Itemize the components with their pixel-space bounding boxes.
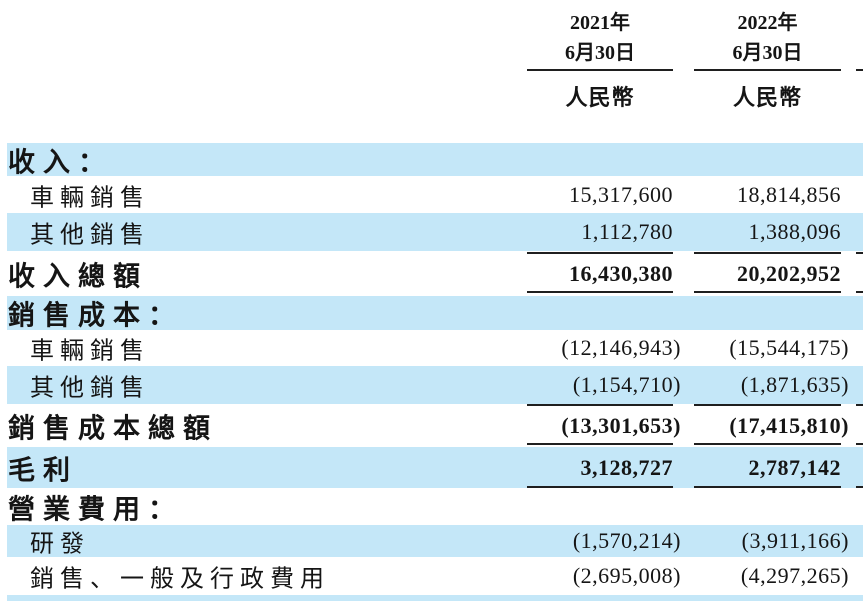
- row-label: 銷售成本總額: [8, 413, 218, 443]
- row-vehicle-sales: 車輛銷售 15,317,600 18,814,856: [0, 176, 863, 213]
- total-rule-bottom: [694, 443, 841, 445]
- row-label: 銷售成本：: [8, 300, 183, 331]
- row-total-cost-of-sales: 銷售成本總額 (13,301,653) (17,415,810): [0, 404, 863, 447]
- cropped-column-rule-fragment: [856, 69, 863, 71]
- total-rule-bottom: [694, 291, 841, 293]
- table-header: 2021年 6月30日 人民幣 2022年 6月30日 人民幣: [0, 0, 863, 143]
- value-cell: 1,388,096: [748, 219, 841, 244]
- row-other-sales: 其他銷售 1,112,780 1,388,096: [0, 213, 863, 251]
- row-rd-expenses: 研發 (1,570,214) (3,911,166): [0, 525, 863, 558]
- cropped-column-rule-fragment: [856, 486, 863, 488]
- value-cell: (12,146,943): [561, 335, 681, 360]
- date-label: 6月30日: [732, 42, 803, 64]
- currency-label: 人民幣: [565, 85, 635, 110]
- cropped-column-rule-fragment: [856, 252, 863, 254]
- row-highlight: [7, 595, 863, 601]
- date-label: 6月30日: [565, 42, 635, 64]
- value-cell: (3,911,166): [741, 528, 849, 553]
- row-label: 車輛銷售: [30, 338, 150, 365]
- row-label: 其他銷售: [30, 375, 150, 402]
- row-label: 收入：: [8, 147, 113, 177]
- column-header-2021: 2021年 6月30日 人民幣: [527, 0, 673, 143]
- row-highlight: [7, 296, 863, 330]
- column-header-2022: 2022年 6月30日 人民幣: [694, 0, 841, 143]
- row-label: 研發: [30, 531, 90, 558]
- cropped-column-rule-fragment: [856, 291, 863, 293]
- cropped-column-rule-fragment: [856, 404, 863, 406]
- total-rule-top: [527, 404, 673, 406]
- row-label: 收入總額: [8, 261, 148, 291]
- value-cell: 16,430,380: [569, 260, 673, 286]
- row-operating-expenses-section: 營業費用：: [0, 488, 863, 525]
- row-sga-expenses: 銷售、一般及行政費用 (2,695,008) (4,297,265): [0, 557, 863, 595]
- row-cost-vehicle-sales: 車輛銷售 (12,146,943) (15,544,175): [0, 330, 863, 366]
- cropped-column-rule-fragment: [856, 443, 863, 445]
- total-rule-top: [694, 404, 841, 406]
- row-total-revenue: 收入總額 16,430,380 20,202,952: [0, 251, 863, 296]
- value-cell: (1,871,635): [740, 372, 849, 397]
- total-rule-bottom: [527, 443, 673, 445]
- year-label: 2022年: [737, 12, 798, 34]
- row-label: 車輛銷售: [30, 185, 150, 211]
- row-highlight: [7, 525, 863, 557]
- total-rule-top: [694, 252, 841, 254]
- value-cell: 3,128,727: [580, 454, 673, 480]
- row-label: 其他銷售: [30, 222, 150, 249]
- row-label: 營業費用：: [8, 494, 183, 524]
- value-cell: 2,787,142: [748, 454, 841, 480]
- total-rule-bottom: [694, 486, 841, 488]
- value-cell: 18,814,856: [737, 181, 841, 207]
- year-label: 2021年: [570, 12, 630, 34]
- row-partial-strip: [0, 595, 863, 601]
- row-gross-profit: 毛利 3,128,727 2,787,142: [0, 447, 863, 488]
- value-cell: (13,301,653): [561, 412, 681, 438]
- value-cell: (1,570,214): [572, 528, 681, 553]
- value-cell: 15,317,600: [569, 181, 673, 207]
- row-highlight: [7, 213, 863, 251]
- row-label: 銷售、一般及行政費用: [30, 566, 330, 593]
- value-cell: (2,695,008): [572, 563, 681, 588]
- row-label: 毛利: [8, 455, 78, 485]
- row-revenue-section: 收入：: [0, 143, 863, 177]
- row-highlight: [7, 143, 863, 176]
- row-highlight: [7, 366, 863, 404]
- value-cell: 1,112,780: [581, 219, 673, 244]
- value-cell: 20,202,952: [737, 260, 841, 286]
- value-cell: (4,297,265): [740, 563, 849, 588]
- header-underline: [694, 69, 841, 71]
- header-underline: [527, 69, 673, 71]
- row-highlight: [7, 447, 863, 488]
- row-cost-other-sales: 其他銷售 (1,154,710) (1,871,635): [0, 366, 863, 404]
- total-rule-top: [527, 252, 673, 254]
- row-cost-of-sales-section: 銷售成本：: [0, 296, 863, 331]
- currency-label: 人民幣: [732, 85, 802, 110]
- value-cell: (17,415,810): [729, 412, 849, 438]
- value-cell: (15,544,175): [729, 335, 849, 360]
- value-cell: (1,154,710): [572, 372, 681, 397]
- total-rule-bottom: [527, 291, 673, 293]
- total-rule-bottom: [527, 486, 673, 488]
